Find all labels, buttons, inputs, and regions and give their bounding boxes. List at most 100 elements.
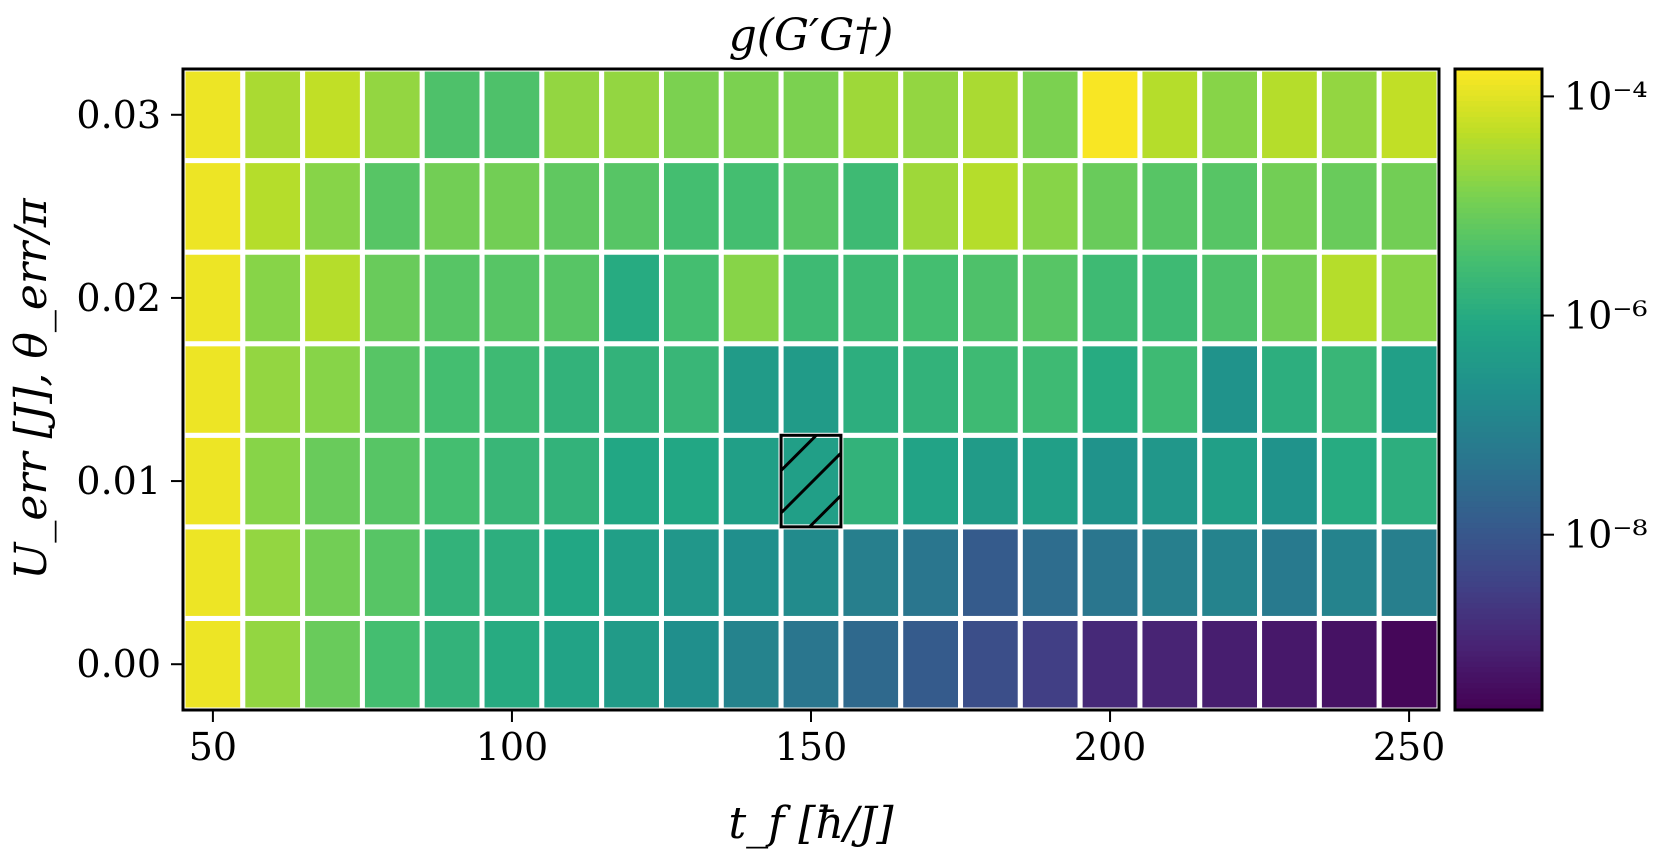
colorbar-segment <box>1455 453 1542 460</box>
colorbar-segment <box>1455 517 1542 524</box>
heatmap-cell <box>359 66 425 164</box>
heatmap-cell <box>1017 524 1083 621</box>
colorbar-segment <box>1455 624 1542 631</box>
colorbar-segment <box>1455 640 1542 647</box>
colorbar-segment <box>1455 378 1542 385</box>
colorbar-tick-label: 10⁻⁴ <box>1564 74 1648 118</box>
colorbar-segment <box>1455 587 1542 594</box>
heatmap-cell <box>1197 524 1263 621</box>
colorbar-segment <box>1455 111 1542 118</box>
colorbar-segment <box>1455 592 1542 599</box>
heatmap-cell <box>718 158 784 255</box>
heatmap-cell <box>1077 524 1143 621</box>
heatmap-cell <box>419 341 485 438</box>
heatmap-cell <box>359 615 425 713</box>
heatmap-cell <box>479 615 545 713</box>
y-axis-ticks: 0.00 0.01 0.02 0.03 <box>76 93 183 686</box>
heatmap-cell <box>539 524 605 621</box>
colorbar-segment <box>1455 704 1542 711</box>
heatmap-cell <box>479 341 545 438</box>
heatmap-cell <box>599 615 664 713</box>
colorbar-segment <box>1455 127 1542 134</box>
heatmap-cell <box>359 341 425 438</box>
heatmap-cell <box>599 158 664 255</box>
heatmap-cell <box>359 158 425 255</box>
x-axis-ticks: 50 100 150 200 250 <box>189 710 1445 769</box>
colorbar-segment <box>1455 320 1542 326</box>
heatmap-cell <box>958 66 1023 164</box>
colorbar-segment <box>1455 314 1542 321</box>
y-tick-label: 0.03 <box>76 93 161 137</box>
heatmap-cell <box>240 524 306 621</box>
heatmap-cell <box>1197 249 1263 347</box>
colorbar-segment <box>1455 672 1542 679</box>
heatmap-cell <box>599 341 664 438</box>
heatmap-cell <box>1197 341 1263 438</box>
colorbar-segment <box>1455 282 1542 289</box>
heatmap-cell <box>838 341 904 438</box>
colorbar-segment <box>1455 181 1542 188</box>
heatmap-cell <box>1376 341 1442 438</box>
colorbar-segment <box>1455 528 1542 535</box>
colorbar-segment <box>1455 496 1542 503</box>
colorbar-segment <box>1455 122 1542 129</box>
colorbar-segment <box>1455 277 1542 284</box>
heatmap-cell <box>718 432 784 530</box>
colorbar-segment <box>1455 74 1542 81</box>
colorbar-segment <box>1455 218 1542 225</box>
heatmap-cell <box>479 524 545 621</box>
colorbar-segment <box>1455 480 1542 487</box>
colorbar-segment <box>1455 410 1542 417</box>
colorbar-segment <box>1455 603 1542 610</box>
colorbar-segment <box>1455 448 1542 455</box>
heatmap-cell <box>1017 66 1083 164</box>
heatmap-cell <box>479 158 545 255</box>
colorbar-segment <box>1455 619 1542 626</box>
heatmap-cell <box>778 615 844 713</box>
heatmap-cell <box>838 249 904 347</box>
heatmap-cell <box>419 249 485 347</box>
heatmap-cell <box>539 615 605 713</box>
heatmap-cell <box>898 66 964 164</box>
highlight-overlay <box>779 433 843 529</box>
heatmap-cell <box>958 158 1023 255</box>
heatmap-cell <box>539 66 605 164</box>
heatmap-cell <box>240 341 306 438</box>
colorbar-segment <box>1455 234 1542 241</box>
colorbar-segment <box>1455 288 1542 294</box>
colorbar-segment <box>1455 357 1542 364</box>
colorbar-segment <box>1455 293 1542 300</box>
heatmap-cell <box>1077 341 1143 438</box>
colorbar-segment <box>1455 576 1542 583</box>
y-tick-label: 0.01 <box>76 459 161 503</box>
heatmap-cell <box>658 66 724 164</box>
heatmap-cell <box>1376 432 1442 530</box>
heatmap-cell <box>1257 615 1322 713</box>
colorbar-segment <box>1455 133 1542 140</box>
heatmap-cell <box>1137 432 1203 530</box>
colorbar-segment <box>1455 154 1542 161</box>
colorbar-segment <box>1455 442 1542 449</box>
colorbar-segment <box>1455 432 1542 439</box>
colorbar-segment <box>1455 651 1542 658</box>
heatmap-cell <box>419 615 485 713</box>
colorbar-segment <box>1455 138 1542 145</box>
heatmap-cell <box>838 158 904 255</box>
heatmap-cell <box>419 66 485 164</box>
heatmap-cell <box>1017 432 1083 530</box>
colorbar-segment <box>1455 373 1542 380</box>
x-tick-label: 150 <box>775 725 848 769</box>
colorbar-segment <box>1455 629 1542 636</box>
x-tick-label: 50 <box>189 725 237 769</box>
colorbar-segment <box>1455 191 1542 198</box>
heatmap-cell <box>838 66 904 164</box>
heatmap-cell <box>1257 249 1322 347</box>
heatmap-cell <box>1316 615 1382 713</box>
heatmap-cell <box>240 432 306 530</box>
heatmap-cell <box>599 249 664 347</box>
heatmap-cell <box>898 158 964 255</box>
colorbar-segment <box>1455 544 1542 551</box>
heatmap-cell <box>1376 66 1442 164</box>
colorbar-segment <box>1455 490 1542 497</box>
colorbar-segment <box>1455 667 1542 674</box>
